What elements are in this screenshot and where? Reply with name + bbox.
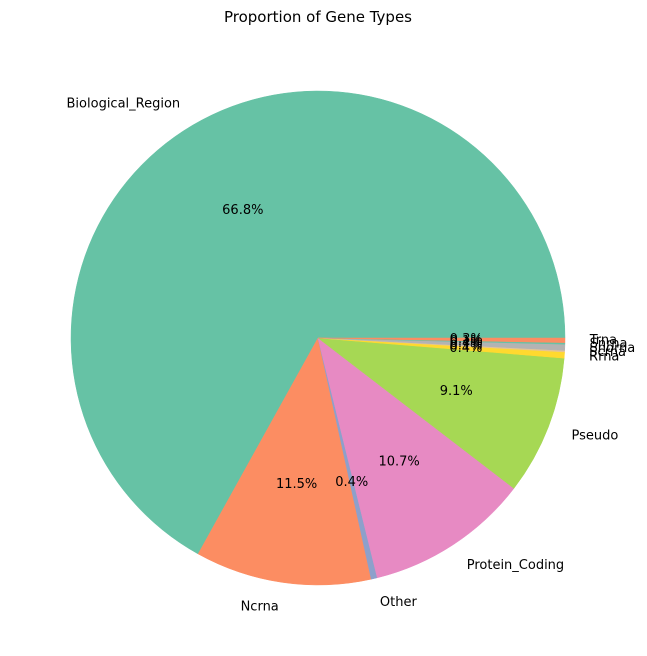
slice-label-ncrna: Ncrna: [241, 599, 279, 614]
slice-pct-pseudo: 9.1%: [440, 384, 473, 399]
slice-pct-other: 0.4%: [335, 475, 368, 490]
chart-title: Proportion of Gene Types: [224, 8, 412, 26]
slice-pct-trna: 0.3%: [450, 332, 483, 347]
pie-labels: Biological_Region 66.8% Ncrna 11.5% Other 0.4…: [67, 96, 636, 614]
pie-slices: [70, 90, 566, 586]
slice-label-snorna: Snorna: [590, 341, 636, 356]
slice-pseudo: [317, 337, 565, 489]
slice-label-rrna: Rrna: [589, 349, 619, 364]
slice-pct-protein-coding: 10.7%: [378, 455, 419, 470]
slice-label-snrna: Snrna: [590, 336, 628, 351]
slice-label-scrna: Scrna: [589, 345, 626, 360]
slice-label-pseudo: Pseudo: [571, 428, 618, 443]
slice-pct-ncrna: 11.5%: [276, 477, 317, 492]
slice-trna: [317, 337, 566, 343]
slice-pct-snorna: 0.4%: [450, 336, 483, 351]
slice-label-other: Other: [380, 595, 418, 610]
slice-ncrna: [197, 337, 372, 586]
slice-label-protein-coding: Protein_Coding: [467, 558, 564, 573]
slice-label-trna: Trna: [589, 333, 617, 348]
slice-pct-rrna: 0.4%: [449, 341, 482, 356]
slice-pct-snrna: 0.1%: [450, 334, 483, 349]
slice-biological-region: [70, 90, 566, 555]
slice-label-biological-region: Biological_Region: [67, 96, 181, 111]
slice-pct-scrna: 0.1%: [449, 338, 482, 353]
slice-pct-biological-region: 66.8%: [222, 203, 263, 218]
slice-protein-coding: [317, 337, 515, 579]
